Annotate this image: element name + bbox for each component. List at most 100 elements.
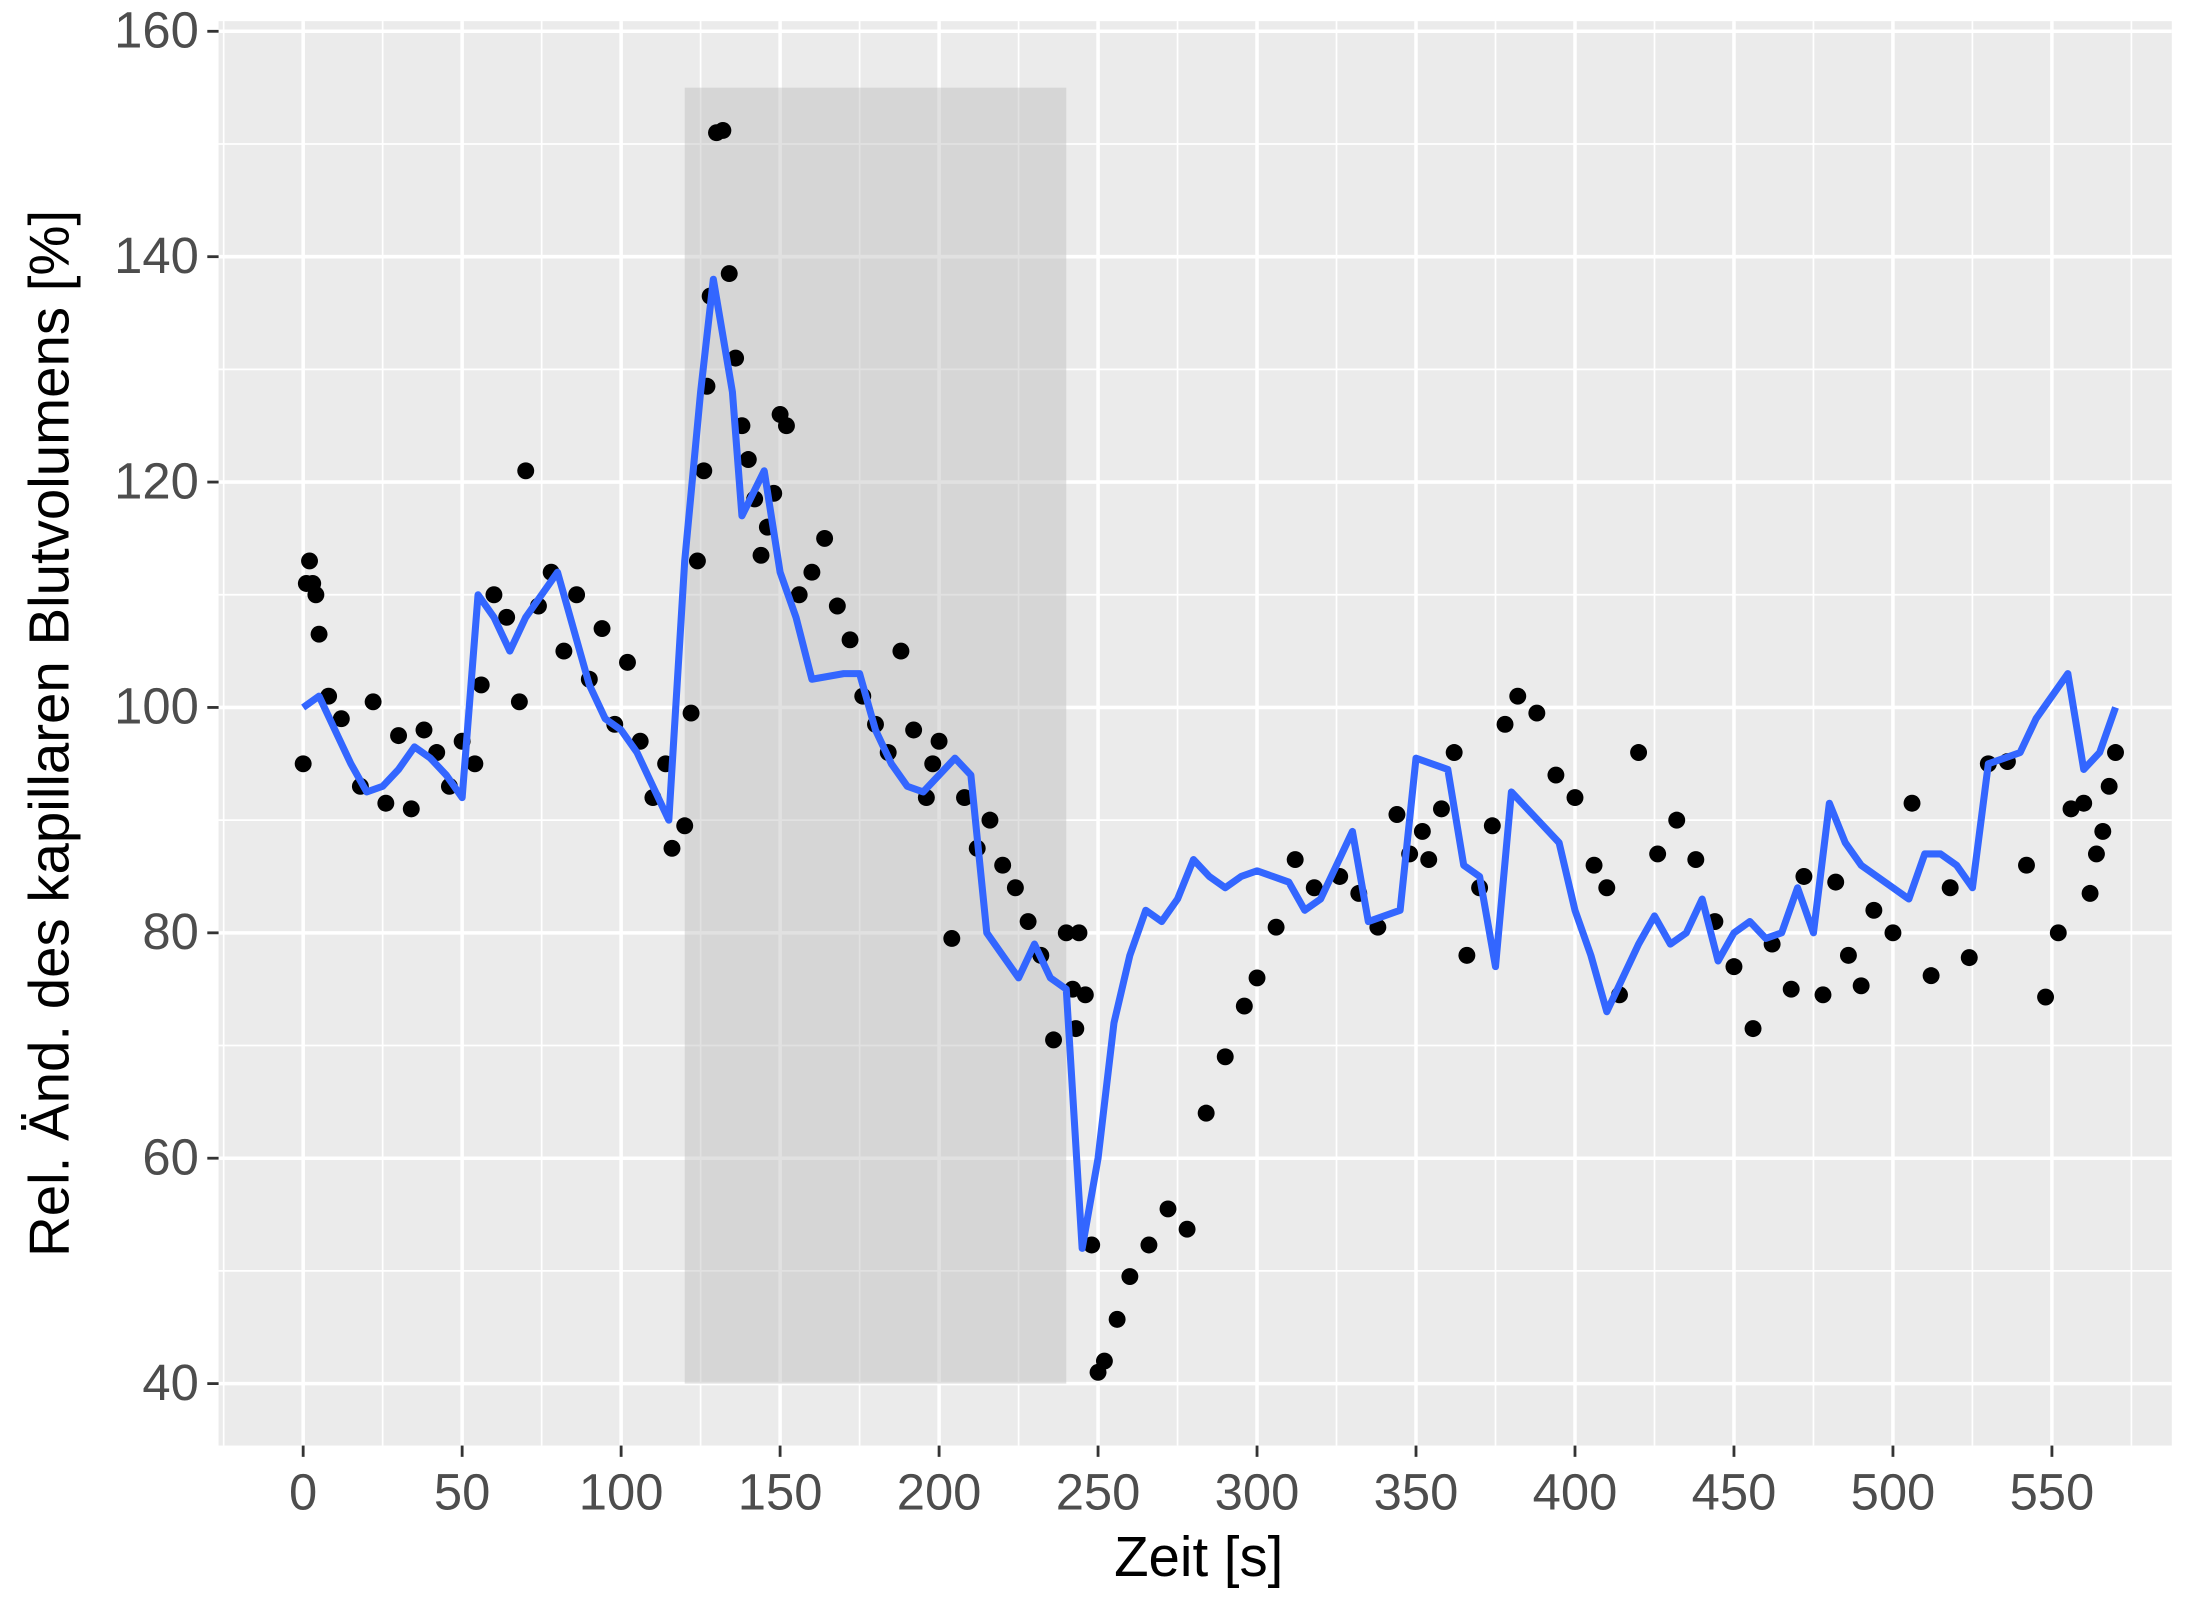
data-point	[1305, 879, 1323, 897]
data-point	[1458, 946, 1476, 964]
x-tick-label: 450	[1692, 1464, 1777, 1521]
data-point	[1630, 744, 1648, 761]
data-point	[2094, 822, 2112, 840]
data-point	[994, 856, 1012, 874]
data-point	[485, 586, 503, 604]
data-point	[1248, 969, 1266, 987]
data-point	[1795, 868, 1813, 885]
data-point	[1070, 924, 1088, 942]
data-point	[294, 755, 312, 773]
y-tick-label: 160	[114, 2, 199, 59]
data-point	[377, 794, 395, 812]
data-point	[517, 462, 535, 480]
data-point	[1566, 789, 1584, 807]
y-tick-label: 100	[114, 678, 199, 735]
x-tick-label: 500	[1851, 1464, 1936, 1521]
data-point	[2087, 845, 2105, 863]
data-point	[1235, 997, 1253, 1015]
x-tick-label: 100	[579, 1464, 664, 1521]
data-point	[1019, 913, 1037, 931]
data-point	[695, 462, 713, 480]
data-point	[739, 451, 757, 468]
data-point	[1286, 851, 1304, 869]
data-point	[905, 721, 923, 739]
x-tick-label: 200	[897, 1464, 982, 1521]
x-tick-label: 0	[289, 1464, 317, 1521]
data-point	[1865, 901, 1883, 919]
y-tick-label: 80	[142, 903, 198, 960]
data-point	[682, 704, 700, 722]
x-tick-label: 350	[1374, 1464, 1459, 1521]
data-point	[1216, 1048, 1234, 1066]
data-point	[1445, 744, 1463, 761]
data-point	[828, 597, 846, 615]
data-point	[2018, 856, 2035, 874]
data-point	[402, 800, 420, 818]
data-point	[1922, 967, 1940, 985]
data-point	[390, 727, 408, 745]
data-point	[1960, 949, 1978, 967]
x-tick-label: 300	[1215, 1464, 1300, 1521]
data-point	[2037, 988, 2055, 1006]
x-tick-label: 550	[2010, 1464, 2095, 1521]
data-point	[1668, 811, 1686, 829]
y-tick-label: 40	[142, 1354, 198, 1411]
data-point	[1420, 851, 1438, 869]
data-point	[752, 546, 770, 564]
data-point	[720, 265, 738, 283]
data-point	[1267, 918, 1285, 936]
data-point	[2062, 800, 2080, 818]
data-point	[307, 586, 325, 604]
data-point	[2107, 744, 2124, 761]
data-point	[1045, 1031, 1063, 1049]
data-point	[714, 122, 732, 139]
y-tick-label: 120	[114, 452, 199, 509]
data-point	[555, 642, 573, 660]
data-point	[2049, 924, 2067, 942]
data-point	[301, 552, 318, 570]
y-tick-label: 60	[142, 1128, 198, 1185]
data-point	[790, 586, 808, 604]
data-point	[663, 839, 681, 857]
x-tick-label: 50	[434, 1464, 490, 1521]
data-point	[1725, 958, 1743, 976]
data-point	[1483, 817, 1501, 835]
data-point	[1839, 946, 1857, 964]
data-point	[1388, 806, 1406, 823]
data-point	[1197, 1104, 1215, 1122]
data-point	[1178, 1220, 1196, 1238]
data-point	[816, 529, 834, 547]
data-point	[1140, 1236, 1158, 1254]
data-point	[727, 349, 745, 367]
data-point	[619, 653, 636, 671]
y-axis-title: Rel. Änd. des kapillaren Blutvolumens [%…	[17, 210, 80, 1257]
data-point	[568, 586, 586, 604]
data-point	[803, 563, 821, 581]
data-point	[1159, 1200, 1177, 1218]
data-point	[841, 631, 859, 649]
data-point	[310, 625, 328, 643]
data-point	[1649, 845, 1667, 863]
data-point	[1413, 822, 1431, 840]
data-point	[510, 693, 528, 711]
data-point	[943, 929, 961, 947]
data-point	[2075, 794, 2093, 812]
x-tick-label: 400	[1533, 1464, 1618, 1521]
data-point	[1095, 1352, 1113, 1370]
x-axis-title: Zeit [s]	[1114, 1525, 1283, 1588]
data-point	[472, 676, 490, 694]
data-point	[1108, 1310, 1126, 1328]
data-point	[930, 732, 948, 750]
data-point	[1782, 980, 1800, 998]
data-point	[332, 710, 350, 728]
data-point	[1528, 704, 1546, 722]
data-point	[688, 552, 706, 570]
data-point	[1496, 715, 1514, 733]
data-point	[892, 642, 910, 660]
data-point	[1509, 687, 1527, 705]
data-point	[1827, 873, 1845, 891]
y-tick-label: 140	[114, 227, 199, 284]
data-point	[1585, 856, 1603, 874]
data-point	[2081, 884, 2099, 902]
